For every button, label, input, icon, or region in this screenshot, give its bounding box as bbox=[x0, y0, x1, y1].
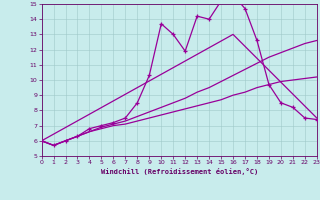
X-axis label: Windchill (Refroidissement éolien,°C): Windchill (Refroidissement éolien,°C) bbox=[100, 168, 258, 175]
